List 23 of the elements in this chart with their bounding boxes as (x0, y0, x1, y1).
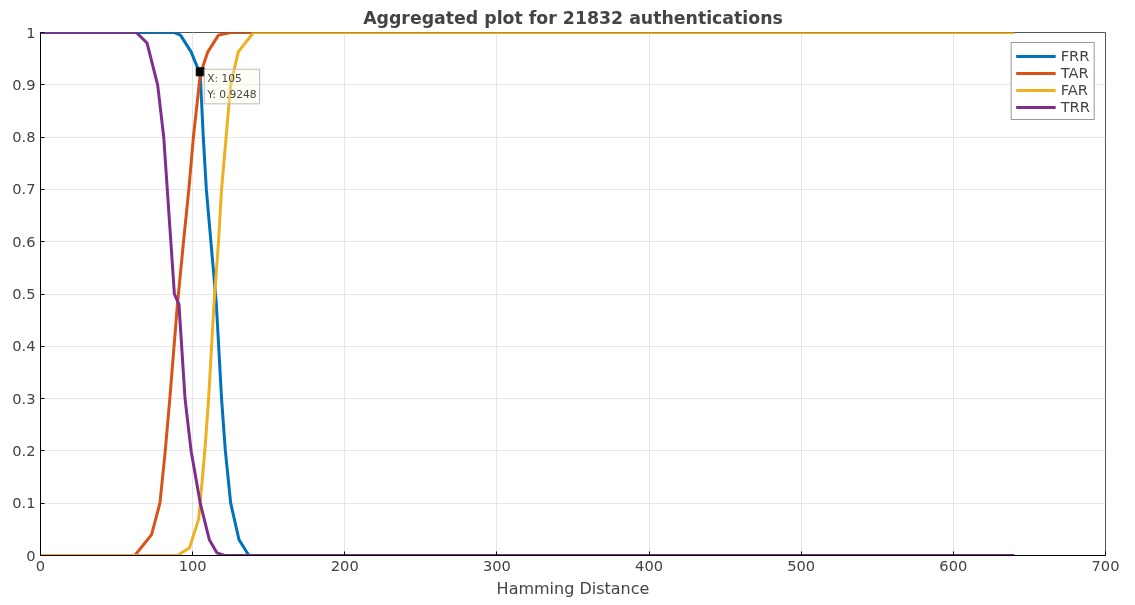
y-tick-label: 0.3 (12, 389, 36, 407)
legend-label: TAR (1060, 64, 1089, 81)
y-tick-label: 0.5 (12, 285, 36, 302)
x-tick-label: 100 (178, 556, 207, 574)
chart-title: Aggregated plot for 21832 authentications (363, 7, 783, 28)
y-tick-label: 0.7 (12, 180, 36, 198)
x-tick-label: 200 (330, 556, 359, 574)
x-tick-label: 500 (787, 556, 816, 574)
y-tick-label: 0.1 (12, 494, 36, 512)
x-axis-title: Hamming Distance (496, 578, 650, 598)
x-tick-label: 400 (635, 556, 664, 574)
y-tick-label: 0.2 (12, 441, 36, 459)
y-tick-label: 0.6 (12, 232, 36, 250)
legend-label: FRR (1060, 47, 1090, 64)
x-tick-label: 700 (1091, 556, 1120, 574)
y-tick-label: 0.4 (12, 337, 36, 355)
legend-label: FAR (1060, 81, 1088, 98)
y-tick-label: 0.8 (12, 128, 36, 146)
y-tick-label: 1 (26, 23, 36, 41)
x-tick-label: 600 (939, 556, 968, 574)
y-tick-label: 0.9 (12, 75, 36, 93)
x-tick-label: 300 (482, 556, 511, 574)
legend-label: TRR (1060, 98, 1090, 115)
